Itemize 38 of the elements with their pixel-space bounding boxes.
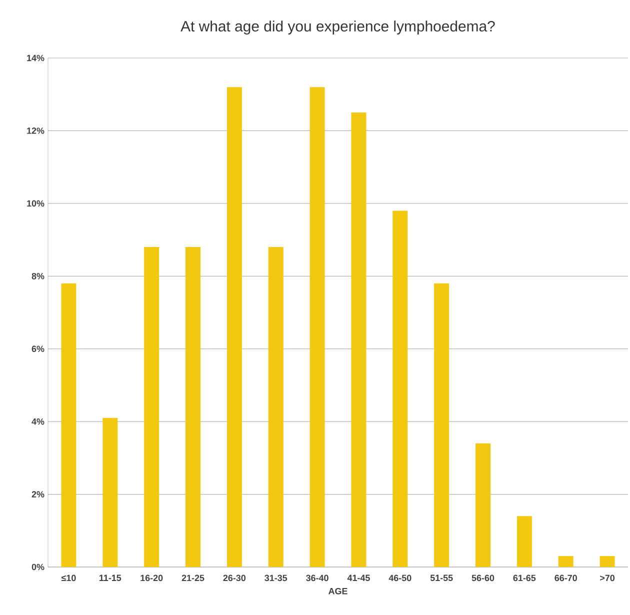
x-tick-label: 46-50 [388, 574, 412, 582]
bar [476, 443, 491, 567]
chart-title: At what age did you experience lymphoedema? [180, 20, 495, 34]
bar [600, 556, 615, 567]
x-tick-label: 16-20 [140, 574, 163, 582]
bar [392, 210, 408, 567]
x-tick-label: >70 [600, 574, 615, 582]
bar [310, 87, 325, 567]
bar [226, 87, 242, 567]
x-tick-label: 61-65 [513, 574, 536, 582]
x-tick-label: 51-55 [430, 574, 453, 582]
x-tick-label: 66-70 [554, 574, 577, 582]
x-tick-label: 36-40 [306, 574, 328, 582]
y-tick-label: 2% [32, 491, 44, 498]
bar [144, 247, 160, 567]
x-tick-label: 26-30 [223, 574, 246, 582]
x-axis-title: AGE [328, 588, 348, 594]
y-tick-label: 14% [27, 54, 44, 62]
y-tick-label: 0% [32, 564, 44, 570]
x-tick-label: 41-45 [347, 574, 370, 582]
bar [516, 516, 532, 567]
x-tick-label: 56-60 [472, 574, 494, 582]
y-tick-label: 8% [32, 272, 44, 280]
x-tick-label: ≤10 [61, 574, 76, 582]
y-tick-label: 10% [27, 200, 44, 207]
x-tick-label: 31-35 [264, 574, 288, 582]
bar [186, 247, 200, 567]
y-tick-label: 12% [27, 128, 44, 134]
y-tick-label: 4% [32, 418, 44, 425]
bar [268, 247, 284, 567]
x-tick-label: 21-25 [182, 574, 204, 582]
y-tick-label: 6% [32, 346, 44, 352]
bar [102, 418, 118, 567]
x-tick-label: 11-15 [99, 574, 122, 582]
bar [61, 283, 76, 567]
bar [558, 556, 574, 567]
bar [434, 283, 450, 567]
bar [351, 112, 366, 567]
